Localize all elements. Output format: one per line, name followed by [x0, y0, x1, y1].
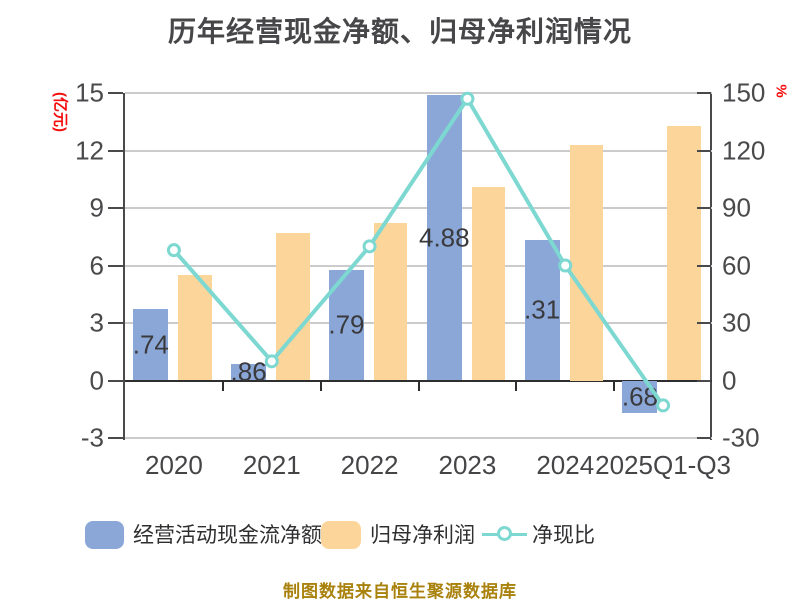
gridline [125, 207, 712, 209]
right-axis-tickmark [697, 322, 711, 324]
left-axis-tickmark [108, 437, 123, 439]
x-axis-category-label: 2024 [536, 450, 595, 480]
legend-label-cashflow: 经营活动现金流净额 [133, 524, 322, 547]
x-axis-tickmark [613, 380, 616, 391]
legend-label-profit: 归母净利润 [370, 524, 475, 547]
x-axis-tickmark [221, 380, 224, 391]
right-axis-tickmark [697, 92, 711, 94]
gridline [125, 437, 712, 439]
left-axis-tickmark [108, 92, 123, 94]
cashflow-bar [426, 95, 462, 381]
right-axis-tick-label: 0 [722, 365, 737, 395]
ratio-point-marker [166, 243, 181, 258]
bar-value-label: 4.88 [418, 222, 470, 253]
ratio-point-marker [558, 258, 573, 273]
cashflow-bar [133, 308, 169, 381]
ratio-point-marker [656, 398, 671, 413]
x-axis-tickmark [417, 380, 420, 391]
bar-value-label: .86 [230, 356, 267, 387]
profit-bar [667, 125, 701, 381]
right-axis-tick-label: 90 [722, 192, 751, 223]
right-axis-tick-label: 120 [722, 135, 766, 165]
left-axis-tickmark [108, 149, 123, 152]
x-axis-category-label: 2021 [242, 450, 301, 480]
ratio-line-chart [166, 91, 671, 413]
legend-line-marker-icon [497, 526, 512, 541]
ratio-line [172, 94, 665, 407]
left-axis-tick-label: 12 [75, 135, 104, 165]
ratio-point-marker [264, 354, 279, 369]
gridline [125, 149, 712, 152]
right-axis-tickmark [697, 264, 711, 267]
x-axis-tickmark [515, 380, 518, 391]
chart-title: 历年经营现金净额、归母净利润情况 [167, 16, 632, 47]
ratio-point-marker [362, 239, 377, 254]
gridline [125, 264, 712, 267]
right-axis-tickmark [697, 149, 711, 152]
gridline [125, 322, 712, 324]
right-y-axis-line [710, 93, 712, 440]
left-axis-tickmark [108, 322, 123, 324]
left-axis-tick-label: 15 [75, 77, 104, 108]
left-axis-tickmark [108, 264, 123, 267]
gridline [125, 92, 712, 94]
x-axis-category-label: 2022 [340, 450, 399, 480]
legend: 经营活动现金流净额 归母净利润 净现比 [0, 519, 800, 551]
profit-bar [178, 275, 212, 381]
profit-bar [276, 232, 310, 381]
legend-label-ratio: 净现比 [532, 524, 595, 547]
bar-value-label: .79 [328, 309, 365, 340]
ratio-point-marker [460, 91, 475, 106]
right-axis-tickmark [697, 437, 711, 439]
right-axis-tickmark [697, 379, 711, 382]
left-axis-tick-label: -3 [80, 422, 104, 453]
data-source-note: 制图数据来自恒生聚源数据库 [283, 582, 517, 601]
x-axis-tickmark [319, 380, 322, 391]
right-axis-tick-label: 60 [722, 250, 751, 280]
right-axis-tick-label: 150 [722, 77, 766, 108]
left-axis-tick-label: 0 [89, 365, 104, 395]
x-axis-category-label: 2020 [144, 450, 203, 480]
right-axis-tickmark [697, 207, 711, 209]
plot-area: .74.86.79 4.88.31.68 [125, 91, 712, 439]
bar-value-label: .31 [524, 294, 561, 325]
x-axis-category-label: 2025Q1-Q3 [595, 450, 732, 480]
bar-value-label: .74 [132, 329, 169, 360]
left-axis-tick-label: 9 [89, 192, 104, 223]
left-axis-tick-label: 3 [89, 307, 104, 338]
profit-bar [471, 186, 506, 381]
left-axis-tick-label: 6 [89, 250, 104, 280]
cashflow-bar [524, 240, 560, 381]
right-axis-tick-label: -30 [722, 422, 760, 453]
x-axis-category-label: 2023 [438, 450, 497, 480]
legend-swatch-cashflow [85, 521, 124, 549]
cashflow-bar [231, 364, 267, 381]
profit-bar [373, 223, 408, 381]
left-axis-tickmark [108, 379, 123, 382]
right-axis-unit-label: % [772, 84, 790, 98]
left-axis-tickmark [108, 207, 123, 209]
profit-bar [569, 144, 604, 381]
legend-swatch-profit [321, 521, 361, 549]
left-y-axis-line [123, 93, 125, 440]
right-axis-tick-label: 30 [722, 307, 751, 338]
